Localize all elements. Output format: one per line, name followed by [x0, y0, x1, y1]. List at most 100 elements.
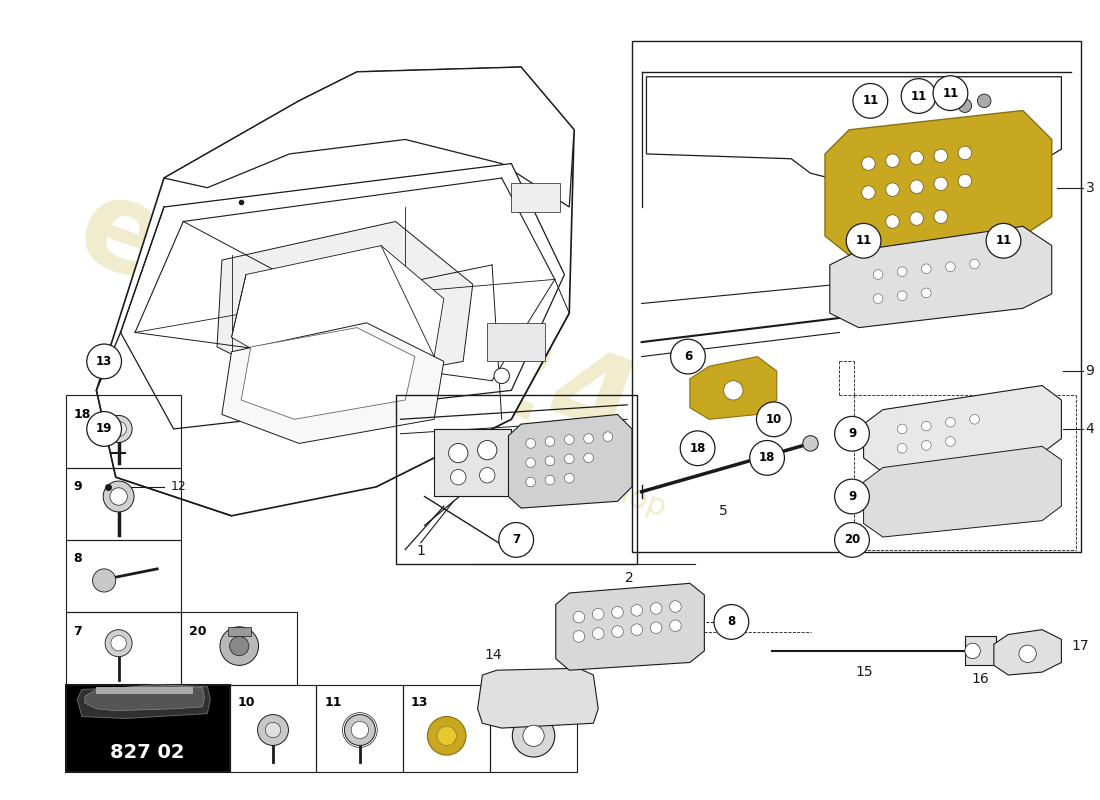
Circle shape: [886, 183, 900, 196]
Text: 14: 14: [484, 649, 502, 662]
Text: 11: 11: [324, 696, 342, 710]
Bar: [965, 637, 996, 666]
Circle shape: [257, 714, 288, 746]
Circle shape: [670, 620, 681, 631]
Circle shape: [477, 441, 497, 460]
Polygon shape: [241, 328, 415, 419]
Text: 13: 13: [411, 696, 428, 710]
Circle shape: [650, 602, 662, 614]
Circle shape: [87, 344, 121, 378]
Bar: [230, 685, 317, 771]
Text: 6: 6: [684, 350, 692, 363]
Circle shape: [886, 214, 900, 228]
Text: 10: 10: [766, 413, 782, 426]
Circle shape: [437, 726, 456, 746]
Circle shape: [946, 262, 955, 272]
Circle shape: [526, 438, 536, 448]
Circle shape: [494, 368, 509, 383]
Circle shape: [873, 294, 883, 303]
Circle shape: [612, 626, 624, 638]
Circle shape: [910, 212, 923, 226]
Polygon shape: [217, 222, 473, 390]
Circle shape: [970, 259, 979, 269]
Circle shape: [835, 522, 869, 558]
Circle shape: [922, 264, 931, 274]
Text: 11: 11: [862, 94, 879, 107]
Circle shape: [958, 146, 971, 160]
Polygon shape: [864, 386, 1062, 472]
Text: 12: 12: [170, 480, 187, 494]
Circle shape: [631, 624, 642, 635]
Text: 11: 11: [943, 86, 958, 100]
Text: 20: 20: [189, 625, 207, 638]
Circle shape: [898, 291, 907, 301]
Circle shape: [522, 725, 544, 746]
Circle shape: [344, 714, 375, 746]
Text: 9: 9: [1086, 364, 1094, 378]
Circle shape: [546, 456, 554, 466]
Bar: [434, 429, 512, 497]
Bar: [487, 323, 546, 362]
Polygon shape: [77, 685, 210, 718]
Text: 11: 11: [996, 234, 1012, 247]
Polygon shape: [690, 357, 777, 419]
Circle shape: [934, 177, 947, 190]
Text: 827 02: 827 02: [110, 742, 185, 762]
Text: 7: 7: [74, 625, 82, 638]
Polygon shape: [164, 67, 574, 207]
Circle shape: [922, 288, 931, 298]
Circle shape: [103, 481, 134, 512]
Text: 5: 5: [719, 504, 728, 518]
Polygon shape: [231, 246, 443, 376]
Circle shape: [428, 717, 466, 755]
Text: 4: 4: [1086, 422, 1094, 436]
Text: 10: 10: [238, 696, 255, 710]
Polygon shape: [825, 110, 1052, 255]
Circle shape: [584, 453, 593, 462]
Polygon shape: [829, 226, 1052, 328]
Text: 20: 20: [844, 534, 860, 546]
Bar: [97, 686, 192, 694]
Circle shape: [106, 415, 132, 442]
Circle shape: [757, 402, 791, 437]
Polygon shape: [556, 583, 704, 670]
Bar: [396, 395, 637, 564]
Circle shape: [934, 210, 947, 223]
Bar: [66, 395, 182, 467]
Circle shape: [650, 622, 662, 634]
Polygon shape: [508, 414, 632, 508]
Circle shape: [513, 714, 554, 757]
Polygon shape: [477, 668, 598, 728]
Circle shape: [965, 643, 980, 658]
Bar: [182, 612, 297, 685]
Circle shape: [970, 414, 979, 424]
Circle shape: [898, 267, 907, 277]
Polygon shape: [97, 67, 574, 516]
Bar: [491, 685, 578, 771]
Circle shape: [593, 628, 604, 639]
Circle shape: [526, 477, 536, 487]
Polygon shape: [864, 446, 1062, 537]
Circle shape: [564, 434, 574, 444]
Circle shape: [750, 441, 784, 475]
Polygon shape: [222, 323, 443, 443]
Circle shape: [922, 441, 931, 450]
Circle shape: [898, 424, 907, 434]
Circle shape: [564, 474, 574, 483]
Circle shape: [946, 437, 955, 446]
Circle shape: [584, 434, 593, 443]
Circle shape: [986, 223, 1021, 258]
Bar: [512, 183, 560, 212]
Circle shape: [861, 186, 876, 199]
Circle shape: [265, 722, 280, 738]
Circle shape: [901, 78, 936, 114]
Circle shape: [671, 339, 705, 374]
Text: 2: 2: [625, 571, 634, 586]
Circle shape: [546, 437, 554, 446]
Circle shape: [593, 609, 604, 620]
Circle shape: [934, 149, 947, 162]
Text: 3: 3: [1086, 181, 1094, 194]
Circle shape: [92, 569, 116, 592]
Circle shape: [852, 83, 888, 118]
Circle shape: [451, 470, 466, 485]
